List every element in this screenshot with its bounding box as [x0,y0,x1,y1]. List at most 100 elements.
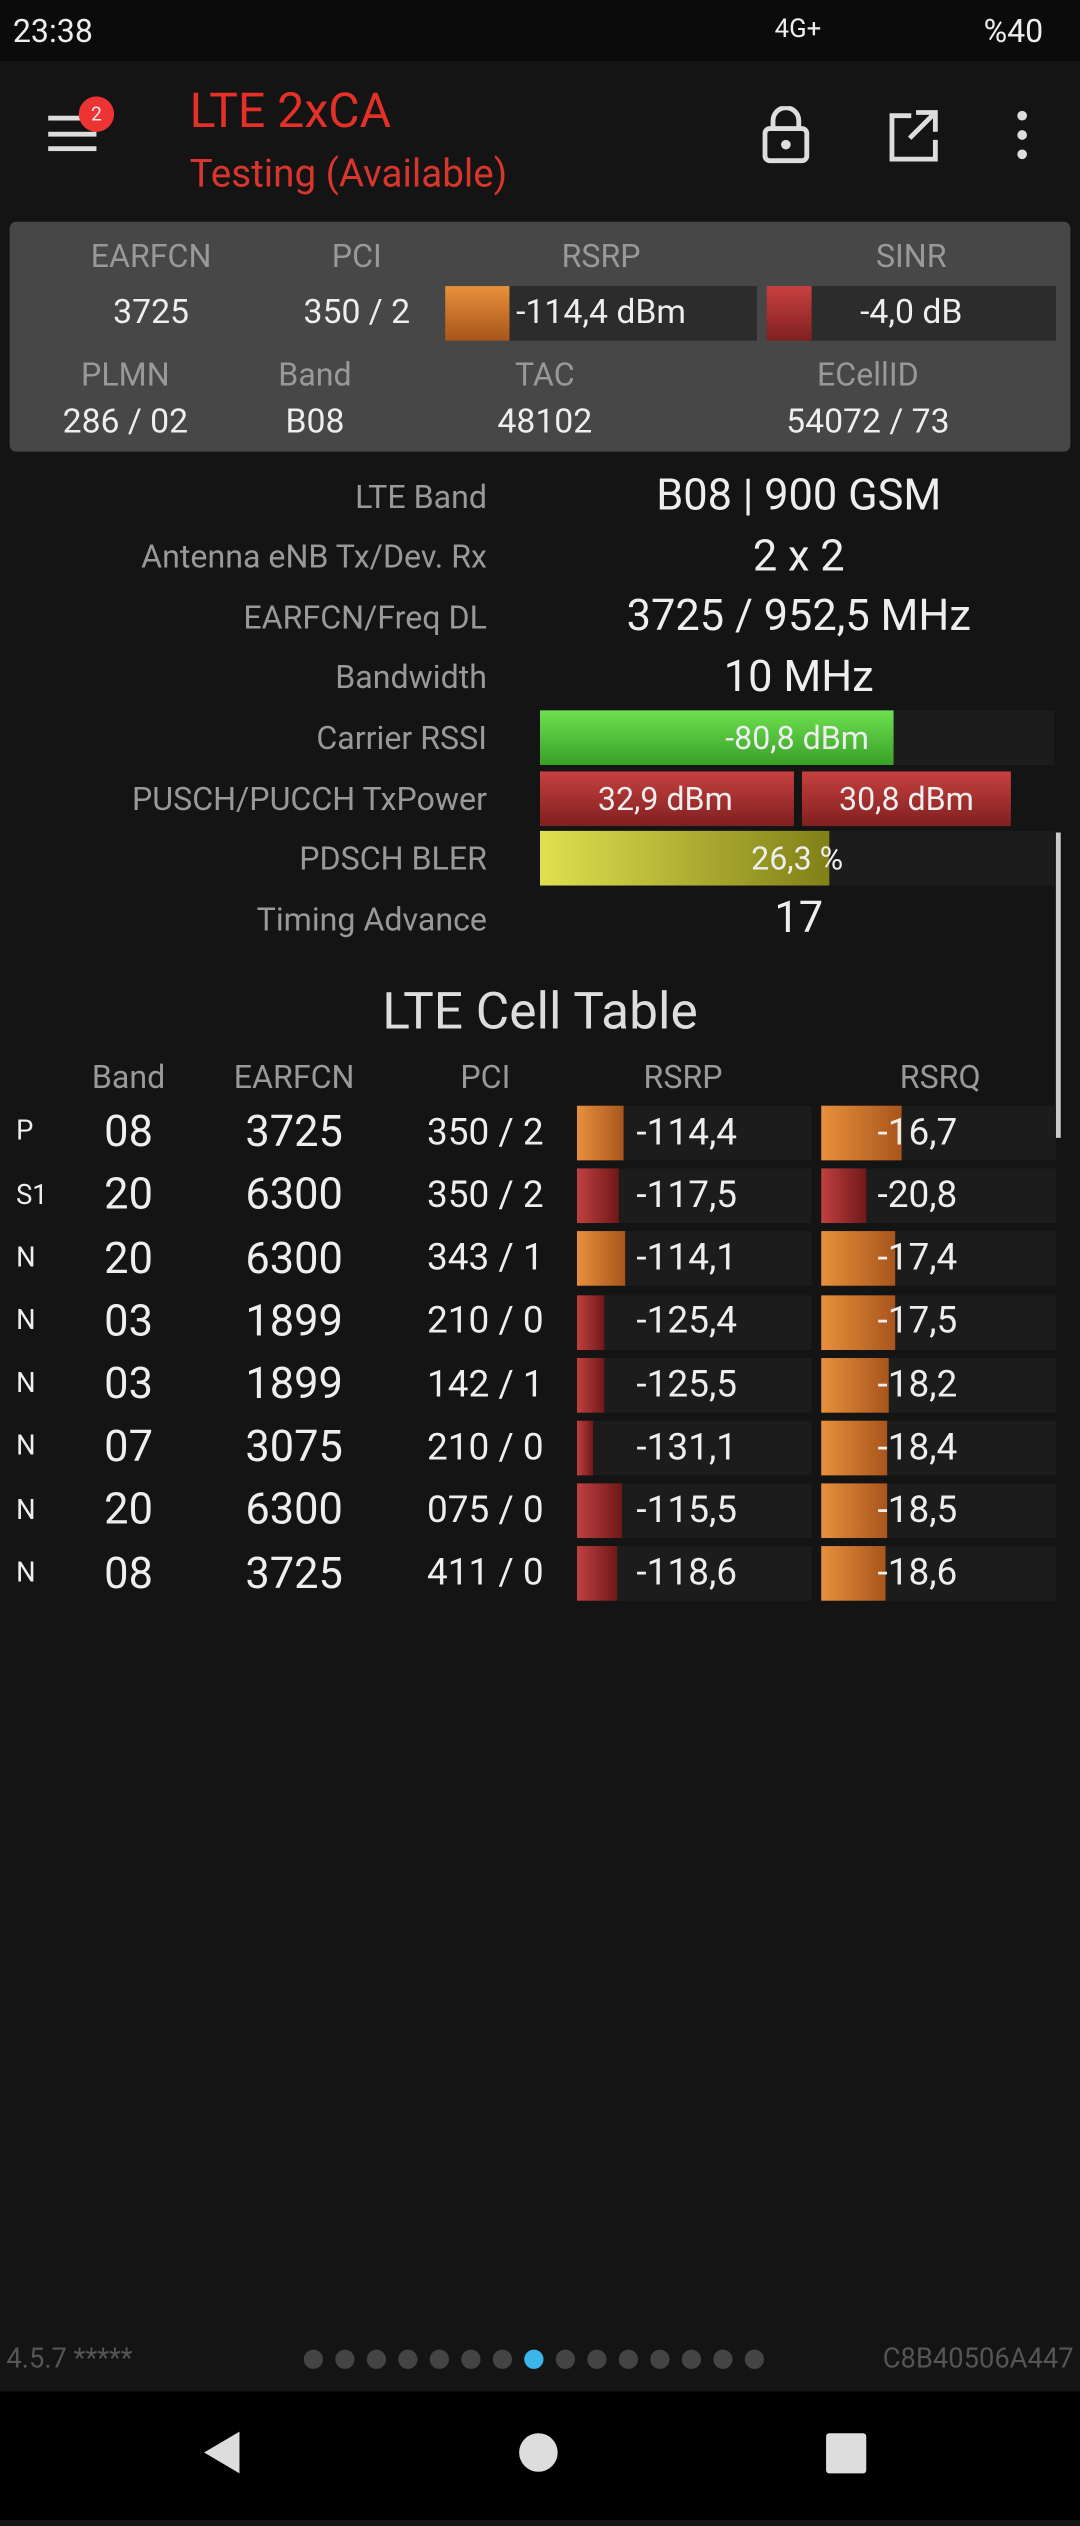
cell-rsrp: -125,5 [636,1362,738,1406]
summary-label: Band [278,354,352,394]
signal-bar [576,1483,623,1539]
page-dot[interactable] [398,2349,418,2369]
summary-label: EARFCN [90,235,212,275]
cell-type: N [16,1305,36,1338]
page-dot[interactable] [650,2349,670,2369]
cell-earfcn: 1899 [245,1358,343,1410]
cell-band: 20 [104,1484,153,1536]
page-dot[interactable] [366,2349,387,2369]
table-header: EARFCN [233,1056,355,1096]
version: 4.5.7 ***** [6,2343,133,2376]
table-header: Band [91,1056,166,1096]
page-dot[interactable] [335,2349,355,2369]
page-dot[interactable] [587,2349,607,2369]
cell-band: 03 [104,1295,153,1347]
page-dot[interactable] [681,2349,702,2369]
page-dot[interactable] [524,2349,544,2369]
cell-rsrp: -114,4 [636,1110,738,1154]
back[interactable] [204,2431,240,2474]
cell-band: 03 [104,1358,153,1410]
cell-rsrp: -114,1 [636,1236,738,1280]
cell-band: 07 [104,1421,153,1473]
lock[interactable] [762,126,810,164]
page-dot[interactable] [555,2349,576,2369]
detail-value: 30,8 dBm [839,778,974,818]
detail-label: PUSCH/PUCCH TxPower [131,778,487,818]
cell-earfcn: 1899 [245,1295,343,1347]
page-dot[interactable] [303,2349,324,2369]
cell-earfcn: 6300 [245,1484,343,1536]
summary-value: 48102 [497,403,593,442]
detail-value: 26,3 % [751,839,844,878]
cell-earfcn: 6300 [245,1169,343,1221]
signal-bar [576,1168,619,1224]
menu[interactable] [48,115,97,152]
time: 23:38 [12,11,93,50]
device-id: C8B40506A447 [882,2343,1074,2376]
signal-bar [821,1357,889,1413]
summary-value: -4,0 dB [860,294,963,333]
detail-label: Carrier RSSI [316,718,487,757]
page-dot[interactable] [429,2349,450,2369]
detail-label: Bandwidth [335,657,487,697]
home[interactable] [519,2433,558,2472]
cell-type: N [16,1242,36,1275]
cell-rsrq: -16,7 [877,1110,958,1154]
summary-value: B08 [285,403,345,442]
cell-rsrq: -17,5 [877,1299,958,1343]
summary-label: PLMN [81,354,170,394]
cell-type: N [16,1557,36,1590]
summary-label: ECellID [817,354,919,394]
page-dot[interactable] [461,2349,481,2369]
cell-rsrq: -20,8 [877,1173,958,1217]
cell-band: 08 [104,1106,153,1158]
page-dot[interactable] [618,2349,639,2369]
summary-label: RSRP [561,235,641,275]
cell-type: P [16,1116,34,1149]
cell-pci: 350 / 2 [427,1110,544,1154]
cell-rsrq: -18,5 [877,1488,958,1532]
network: 4G+ [774,12,822,44]
cell-earfcn: 3075 [245,1421,343,1473]
subtitle: Testing (Available) [189,151,508,197]
detail-value: -80,8 dBm [725,718,870,757]
page-dot[interactable] [744,2349,765,2369]
page-dot[interactable] [492,2349,513,2369]
detail-label: LTE Band [355,476,487,516]
recents[interactable] [826,2433,867,2474]
table-header: RSRP [643,1056,723,1096]
detail-value: 17 [774,892,824,945]
signal-bar [576,1105,625,1161]
signal-bar [576,1231,625,1287]
table-header: PCI [460,1056,511,1096]
table-header: RSRQ [899,1056,981,1096]
signal-bar [821,1105,902,1161]
more[interactable] [1017,149,1027,160]
signal-bar [576,1420,594,1476]
cell-type: N [16,1431,36,1464]
nav-bar [0,2391,1080,2521]
page-dot[interactable] [713,2349,733,2369]
badge: 2 [78,96,115,132]
cell-pci: 411 / 0 [427,1551,544,1595]
cell-pci: 142 / 1 [427,1362,544,1406]
cell-earfcn: 6300 [245,1232,343,1284]
cell-rsrp: -118,6 [636,1551,738,1595]
cell-pci: 343 / 1 [427,1236,544,1280]
cell-type: S1 [16,1179,48,1212]
signal-bar [821,1294,896,1350]
detail-label: EARFCN/Freq DL [243,597,487,637]
cell-band: 20 [104,1169,153,1221]
summary-value: 286 / 02 [62,403,189,442]
detail-label: Timing Advance [256,899,487,939]
open[interactable] [889,110,938,162]
cell-pci: 210 / 0 [427,1425,544,1469]
detail-value: 2 x 2 [752,530,845,582]
detail-value: 3725 / 952,5 MHz [626,590,971,642]
actions [762,106,1027,164]
summary-value: 3725 [113,294,190,333]
battery: %40 [983,11,1044,50]
scrollbar [1055,832,1061,1138]
signal-bar [821,1546,886,1602]
